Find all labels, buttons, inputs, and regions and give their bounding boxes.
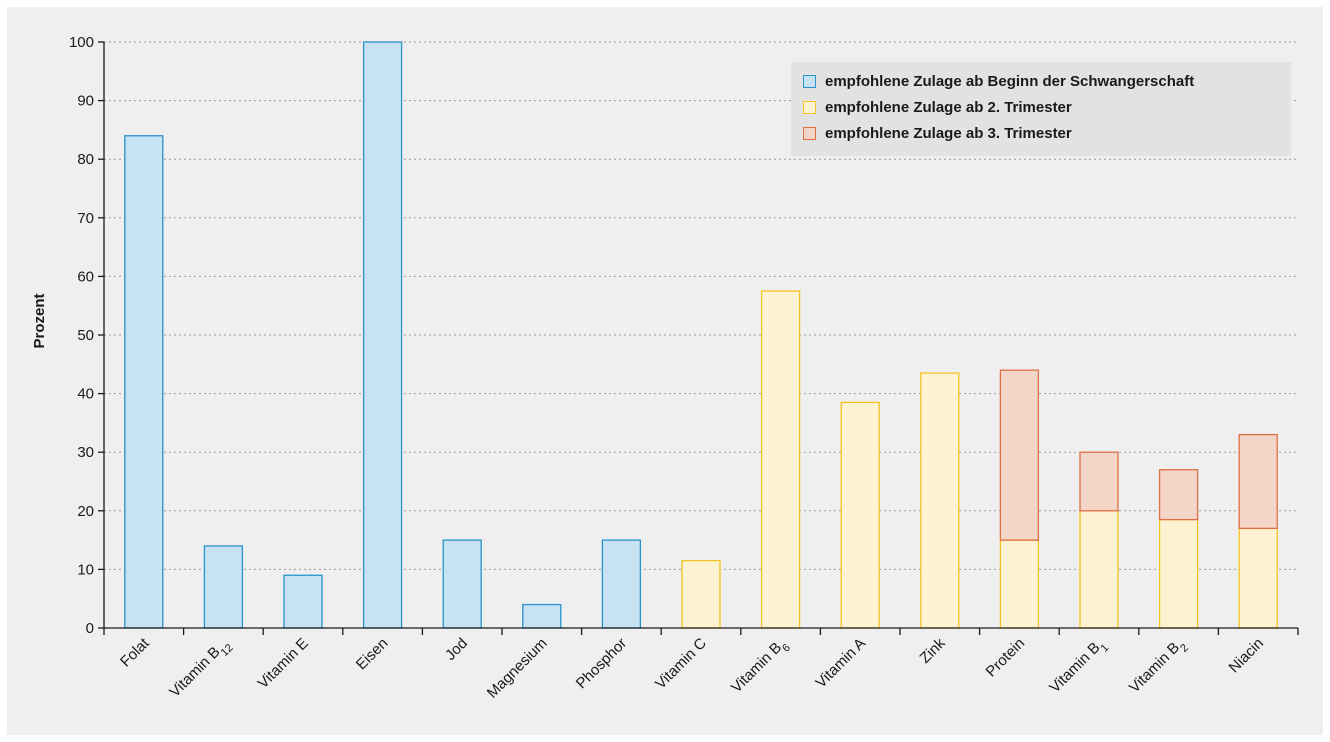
y-tick-label: 20 bbox=[77, 503, 94, 520]
x-tick-label: Vitamin B1 bbox=[1046, 635, 1111, 700]
axes bbox=[98, 41, 1299, 635]
y-tick-label: 0 bbox=[86, 620, 94, 637]
legend-label-trimester-3: empfohlene Zulage ab 3. Trimester bbox=[825, 124, 1072, 142]
x-tick-label: Vitamin B12 bbox=[166, 635, 235, 704]
y-tick-label: 30 bbox=[77, 444, 94, 461]
bar-vitamin-b6-series-1 bbox=[760, 290, 801, 629]
bar-vitamin-c-series-1 bbox=[681, 559, 721, 629]
x-tick-label: Vitamin E bbox=[255, 635, 312, 692]
bar-eisen-series-0 bbox=[362, 41, 403, 629]
x-tick-label: Vitamin A bbox=[812, 635, 869, 692]
bars bbox=[124, 41, 1278, 629]
y-tick-label: 10 bbox=[77, 561, 94, 578]
bar-niacin-series-1 bbox=[1238, 527, 1278, 629]
legend-swatch-trimester-2 bbox=[803, 100, 816, 114]
chart-frame: 0 10 20 30 40 50 60 70 80 90 100 Folat Vitamin B12 Vi… bbox=[7, 7, 1323, 735]
x-tick-label: Vitamin C bbox=[652, 635, 710, 693]
legend-item-trimester-2: empfohlene Zulage ab 2. Trimester bbox=[803, 97, 1072, 117]
legend-label-start: empfohlene Zulage ab Beginn der Schwange… bbox=[825, 72, 1195, 90]
x-tick-label: Folat bbox=[117, 634, 153, 670]
bar-vitamin-b1-series-2 bbox=[1079, 451, 1119, 512]
legend-swatch-start bbox=[803, 74, 816, 88]
legend: empfohlene Zulage ab Beginn der Schwange… bbox=[791, 62, 1291, 156]
x-tick-label: Vitamin B6 bbox=[728, 635, 793, 700]
bar-niacin-series-2 bbox=[1238, 433, 1278, 530]
x-tick-label: Protein bbox=[983, 635, 1029, 681]
bar-folat-series-0 bbox=[124, 135, 164, 629]
bar-protein-series-2 bbox=[999, 369, 1040, 541]
bar-protein-series-1 bbox=[999, 539, 1040, 629]
bar-vitamin-b1-series-1 bbox=[1079, 510, 1119, 629]
y-axis-title: Prozent bbox=[31, 293, 48, 348]
x-tick-label: Vitamin B2 bbox=[1126, 635, 1191, 700]
bar-vitamin-e-series-0 bbox=[283, 574, 323, 629]
bar-vitamin-b2-series-2 bbox=[1158, 469, 1199, 521]
legend-item-trimester-3: empfohlene Zulage ab 3. Trimester bbox=[803, 123, 1072, 143]
x-tick-label: Jod bbox=[442, 635, 471, 664]
bar-zink-series-1 bbox=[920, 372, 960, 629]
y-tick-label: 100 bbox=[69, 34, 94, 51]
x-tick-label: Zink bbox=[917, 634, 949, 666]
y-tick-label: 60 bbox=[77, 268, 94, 285]
x-tick-label: Phosphor bbox=[573, 635, 630, 692]
legend-label-trimester-2: empfohlene Zulage ab 2. Trimester bbox=[825, 98, 1072, 116]
bar-magnesium-series-0 bbox=[522, 603, 562, 629]
x-tick-label: Magnesium bbox=[484, 635, 551, 702]
y-tick-label: 50 bbox=[77, 327, 94, 344]
x-tick-label: Niacin bbox=[1226, 635, 1267, 676]
y-tick-label: 90 bbox=[77, 93, 94, 110]
bar-vitamin-b12-series-0 bbox=[203, 545, 244, 629]
legend-swatch-trimester-3 bbox=[803, 126, 816, 140]
legend-item-start: empfohlene Zulage ab Beginn der Schwange… bbox=[803, 71, 1194, 91]
bar-vitamin-a-series-1 bbox=[840, 401, 880, 629]
bar-chart: 0 10 20 30 40 50 60 70 80 90 100 Folat Vitamin B12 Vi… bbox=[31, 34, 1299, 704]
y-tick-label: 80 bbox=[77, 151, 94, 168]
x-tick-label: Eisen bbox=[353, 635, 392, 674]
bar-phosphor-series-0 bbox=[601, 539, 642, 629]
y-tick-label: 40 bbox=[77, 386, 94, 403]
bar-jod-series-0 bbox=[442, 539, 482, 629]
y-tick-label: 70 bbox=[77, 210, 94, 227]
bar-vitamin-b2-series-1 bbox=[1158, 518, 1199, 629]
